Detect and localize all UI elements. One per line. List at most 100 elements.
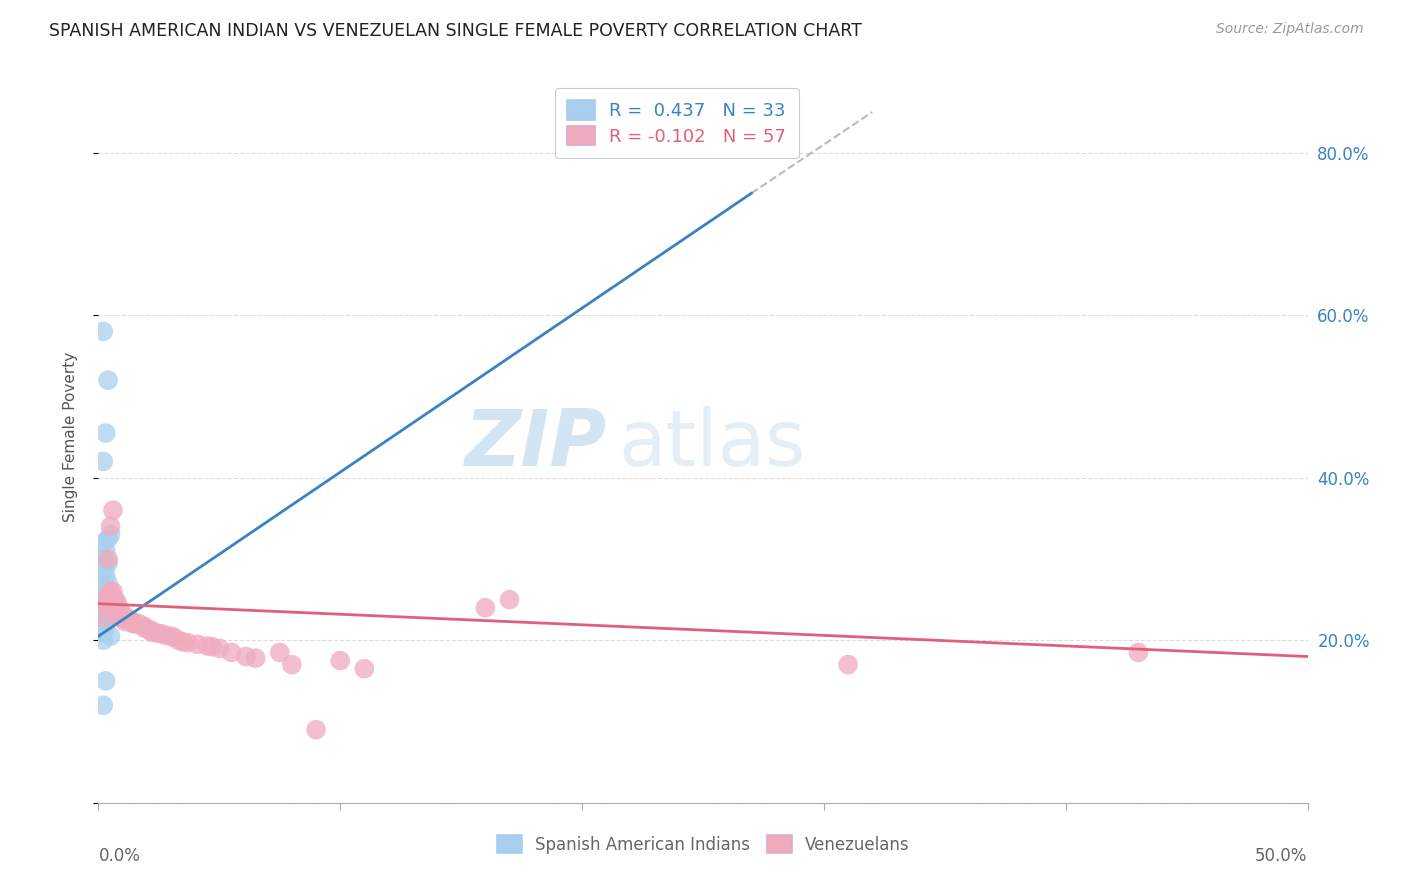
Point [124, 617, 146, 632]
Point [91, 325, 114, 339]
Point [97, 373, 120, 387]
Point [100, 584, 122, 599]
Point [141, 624, 163, 638]
Point [94, 673, 117, 688]
Point [91, 535, 114, 549]
Point [162, 630, 184, 644]
Point [114, 615, 136, 629]
Point [94, 568, 117, 582]
Point [91, 584, 114, 599]
Point [101, 503, 124, 517]
Point [97, 576, 120, 591]
Point [104, 592, 127, 607]
Point [97, 556, 120, 570]
Point [97, 552, 120, 566]
Point [221, 645, 243, 659]
Point [329, 654, 352, 668]
Point [101, 591, 124, 605]
Point [281, 657, 304, 672]
Point [91, 454, 114, 468]
Point [94, 618, 117, 632]
Point [498, 592, 520, 607]
Point [1128, 645, 1150, 659]
Point [118, 614, 141, 628]
Point [195, 639, 218, 653]
Point [114, 608, 136, 623]
Point [91, 698, 114, 713]
Point [114, 611, 136, 625]
Text: ZIP: ZIP [464, 407, 606, 483]
Point [187, 637, 209, 651]
Text: Source: ZipAtlas.com: Source: ZipAtlas.com [1216, 22, 1364, 37]
Point [305, 723, 328, 737]
Point [94, 597, 117, 611]
Point [91, 592, 114, 607]
Point [101, 594, 124, 608]
Point [108, 607, 131, 621]
Point [97, 600, 120, 615]
Point [104, 599, 127, 614]
Point [107, 602, 129, 616]
Point [235, 649, 257, 664]
Point [100, 589, 122, 603]
Point [160, 629, 183, 643]
Point [100, 527, 122, 541]
Point [101, 600, 124, 615]
Point [94, 425, 117, 440]
Point [208, 641, 231, 656]
Text: 0.0%: 0.0% [98, 847, 141, 864]
Point [100, 609, 122, 624]
Point [201, 640, 224, 654]
Point [91, 613, 114, 627]
Point [101, 584, 124, 599]
Point [172, 635, 194, 649]
Point [740, 125, 762, 139]
Point [97, 597, 120, 611]
Point [91, 615, 114, 630]
Point [107, 608, 129, 623]
Point [150, 626, 173, 640]
Point [114, 612, 136, 626]
Point [138, 623, 160, 637]
Text: SPANISH AMERICAN INDIAN VS VENEZUELAN SINGLE FEMALE POVERTY CORRELATION CHART: SPANISH AMERICAN INDIAN VS VENEZUELAN SI… [49, 22, 862, 40]
Y-axis label: Single Female Poverty: Single Female Poverty [63, 352, 77, 522]
Text: atlas: atlas [619, 407, 806, 483]
Point [121, 616, 143, 631]
Point [100, 519, 122, 533]
Point [107, 597, 129, 611]
Point [155, 628, 177, 642]
Point [128, 617, 150, 632]
Point [134, 619, 156, 633]
Point [91, 581, 114, 595]
Point [97, 532, 120, 546]
Text: 50.0%: 50.0% [1256, 847, 1308, 864]
Point [91, 633, 114, 648]
Point [94, 597, 117, 611]
Point [145, 626, 167, 640]
Point [353, 662, 375, 676]
Point [91, 610, 114, 624]
Point [269, 645, 291, 659]
Point [91, 552, 114, 566]
Point [100, 629, 122, 643]
Point [124, 615, 146, 630]
Point [118, 613, 141, 627]
Point [474, 600, 496, 615]
Point [91, 607, 114, 622]
Point [837, 657, 859, 672]
Point [94, 544, 117, 558]
Point [91, 625, 114, 640]
Point [97, 589, 120, 603]
Point [134, 621, 156, 635]
Legend: Spanish American Indians, Venezuelans: Spanish American Indians, Venezuelans [489, 829, 917, 860]
Point [91, 605, 114, 619]
Point [177, 636, 200, 650]
Point [141, 625, 163, 640]
Point [91, 624, 114, 638]
Point [167, 633, 190, 648]
Point [245, 651, 267, 665]
Point [108, 610, 131, 624]
Point [108, 604, 131, 618]
Point [91, 621, 114, 635]
Point [91, 564, 114, 578]
